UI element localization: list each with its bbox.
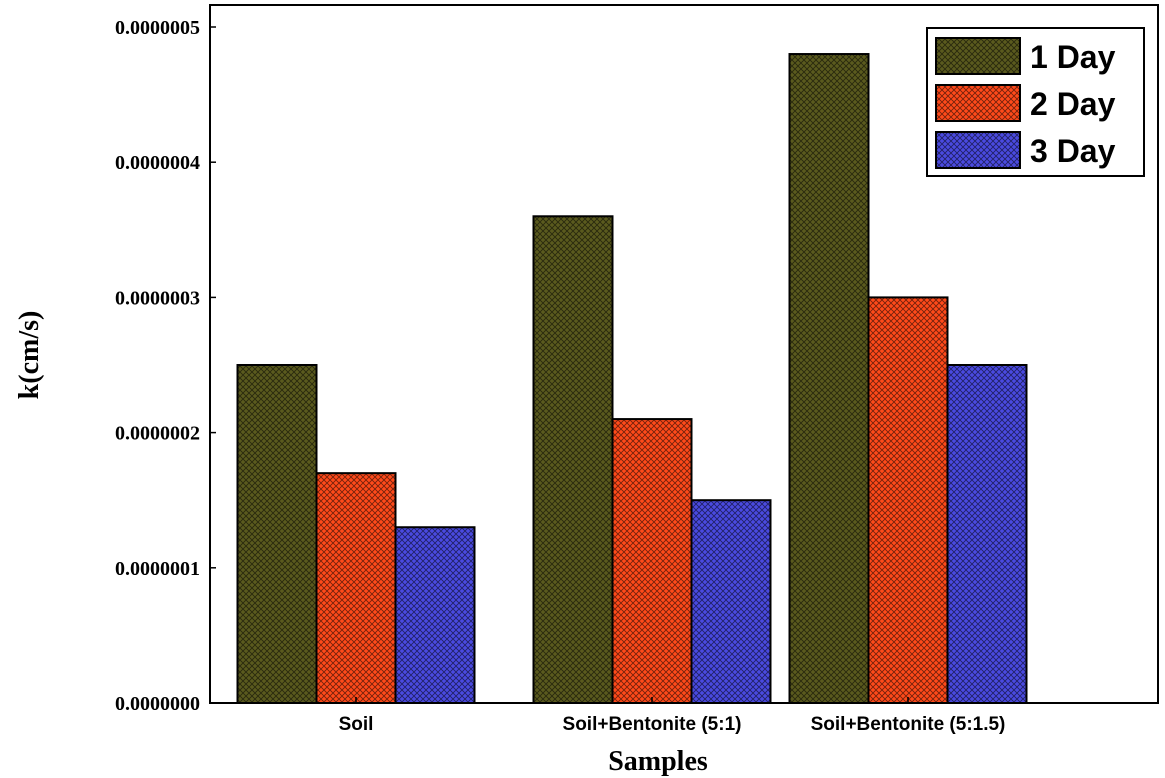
legend-label: 1 Day (1030, 39, 1116, 75)
bar (532, 215, 614, 704)
y-tick-label: 0.0000003 (115, 287, 200, 309)
bars (236, 53, 1028, 705)
legend-swatch (935, 37, 1021, 75)
y-axis-ticks: 0.0000000 0.0000001 0.0000002 0.0000003 0.00… (115, 17, 216, 715)
bar (611, 418, 693, 704)
bar (394, 526, 476, 704)
bar (946, 364, 1028, 704)
legend-label: 3 Day (1030, 133, 1116, 169)
y-axis-label: k(cm/s) (14, 311, 45, 400)
plot-area: 0.0000000 0.0000001 0.0000002 0.0000003 0.00… (115, 4, 1159, 735)
y-tick-label: 0.0000002 (115, 423, 200, 445)
bar (690, 499, 772, 705)
y-tick-label: 0.0000000 (115, 693, 200, 715)
x-tick-label: Soil (339, 714, 374, 735)
x-axis-label: Samples (608, 746, 708, 777)
x-tick-label: Soil+Bentonite (5:1) (563, 714, 742, 735)
bar (788, 53, 870, 705)
x-tick-label: Soil+Bentonite (5:1.5) (811, 714, 1006, 735)
y-tick-label: 0.0000001 (115, 558, 200, 580)
y-tick-label: 0.0000004 (115, 152, 200, 174)
legend-swatch (935, 131, 1021, 169)
x-axis-ticks: Soil Soil+Bentonite (5:1) Soil+Bentonite (… (339, 697, 1006, 735)
bar (236, 364, 318, 704)
y-tick-label: 0.0000005 (115, 17, 200, 39)
legend: 1 Day 2 Day 3 Day (926, 27, 1145, 177)
legend-label: 2 Day (1030, 86, 1116, 122)
bar (867, 296, 949, 704)
bar (315, 472, 397, 704)
legend-swatch (935, 84, 1021, 122)
